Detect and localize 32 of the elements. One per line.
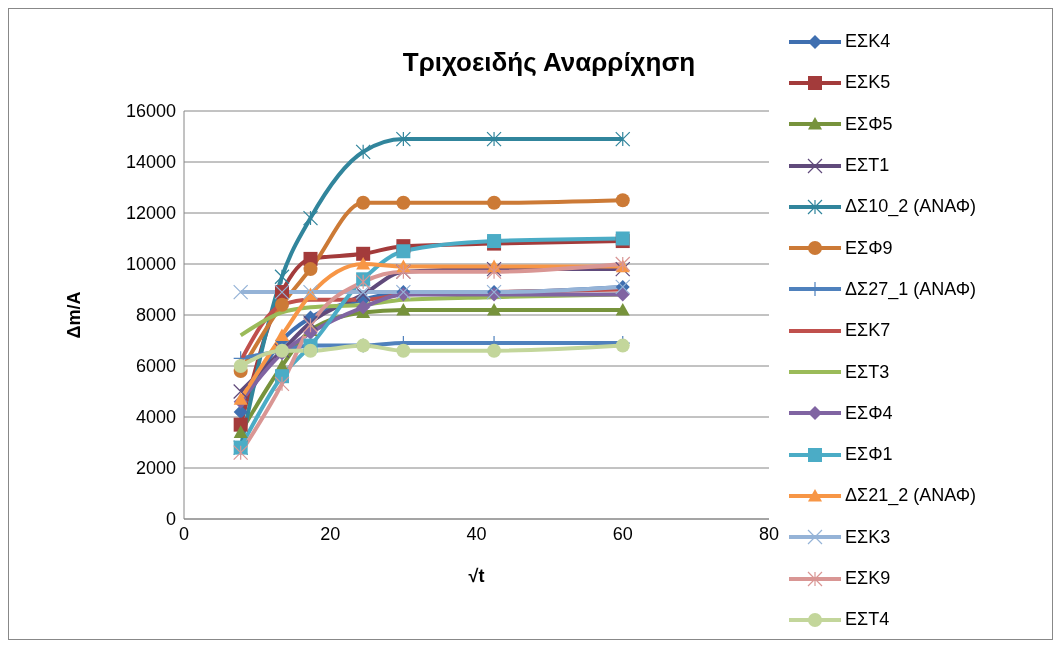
x-tick-label: 80 (758, 523, 780, 544)
y-axis-title: Δm/A (64, 291, 85, 339)
legend-label: ΔΣ21_2 (ΑΝΑΦ) (845, 485, 977, 507)
legend-label: ΕΣΤ3 (845, 361, 890, 383)
y-tick-label: 0 (165, 509, 176, 530)
legend-label: ΕΣΚ9 (845, 568, 891, 589)
legend-label: ΕΣΤ1 (845, 155, 890, 177)
legend-label: ΕΣΚ5 (845, 72, 891, 94)
y-tick-label: 4000 (135, 407, 176, 428)
legend-label: ΕΣΤ4 (845, 609, 890, 631)
y-tick-label: 2000 (135, 458, 176, 479)
x-axis-title: √t (468, 565, 485, 586)
y-tick-label: 16000 (125, 101, 176, 122)
y-tick-label: 8000 (135, 305, 176, 326)
y-tick-label: 12000 (125, 203, 176, 224)
legend-label: ΔΣ27_1 (ΑΝΑΦ) (845, 278, 977, 300)
y-tick-label: 10000 (125, 254, 176, 275)
x-tick-label: 40 (466, 523, 487, 544)
legend-label: ΔΣ10_2 (ΑΝΑΦ) (845, 196, 977, 218)
legend-label: ΕΣΦ1 (845, 444, 893, 466)
legend-label: ΕΣΚ4 (845, 31, 891, 53)
chart-title: Τριχοειδής Αναρρίχηση (401, 47, 697, 78)
legend-label: ΕΣΦ9 (845, 237, 893, 259)
x-tick-label: 20 (320, 523, 341, 544)
legend-label: ΕΣΚ7 (845, 320, 891, 342)
y-tick-label: 6000 (135, 356, 176, 377)
legend-label: ΕΣΚ3 (845, 526, 891, 548)
x-tick-label: 60 (612, 523, 633, 544)
x-tick-label: 0 (178, 523, 190, 544)
legend-label: ΕΣΦ4 (845, 402, 893, 424)
legend-label: ΕΣΦ5 (845, 113, 893, 135)
y-tick-label: 14000 (125, 152, 176, 173)
